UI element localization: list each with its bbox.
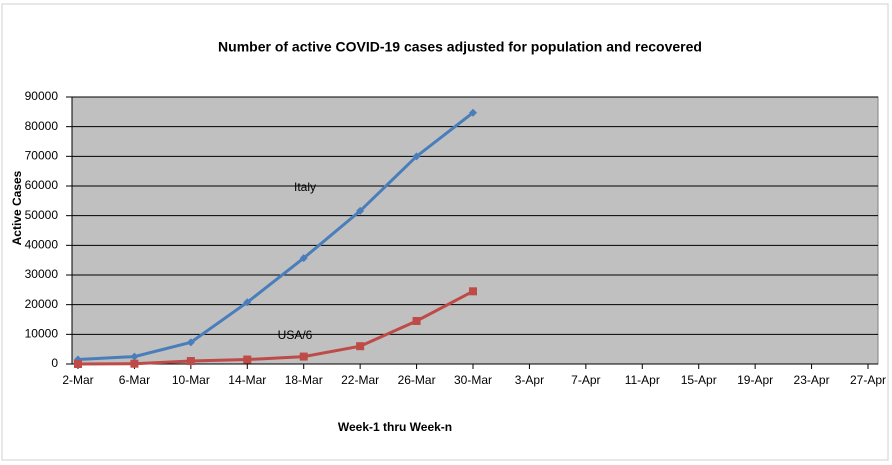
marker [299,352,308,361]
y-tick-label: 80000 [25,119,59,133]
marker [469,287,477,296]
marker [299,254,308,263]
x-tick-label: 19-Apr [737,373,773,387]
x-tick-label: 26-Mar [398,373,436,387]
series-line [77,289,474,366]
marker [186,338,195,347]
y-axis-title: Active Cases [10,170,24,245]
y-tick-label: 60000 [25,178,59,192]
marker [356,342,365,351]
marker [243,298,252,307]
marker [130,359,139,368]
marker [74,360,82,368]
x-tick-label: 11-Apr [625,373,660,387]
x-tick-label: 22-Mar [341,373,379,387]
series-line [77,111,474,362]
x-tick-label: 27-Apr [850,373,886,387]
y-tick-label: 70000 [25,149,59,163]
y-tick-label: 10000 [25,327,59,341]
x-tick-label: 6-Mar [119,373,150,387]
chart-title: Number of active COVID-19 cases adjusted… [218,39,702,55]
x-axis-title: Week-1 thru Week-n [338,420,452,434]
x-tick-label: 15-Apr [681,373,717,387]
y-tick-label: 50000 [25,208,59,222]
marker [130,352,139,361]
y-tick-label: 0 [51,356,58,370]
marker [243,355,252,364]
x-tick-label: 18-Mar [285,373,323,387]
annotation: Italy [294,180,316,194]
marker [469,108,477,117]
y-tick-label: 20000 [25,297,59,311]
x-tick-label: 14-Mar [228,373,266,387]
marker [186,357,195,366]
x-tick-label: 7-Apr [571,373,600,387]
y-tick-label: 30000 [25,267,59,281]
marker [412,316,421,325]
marker [412,152,421,161]
marker [356,206,365,215]
x-tick-label: 3-Apr [515,373,544,387]
y-tick-label: 40000 [25,238,59,252]
x-tick-label: 23-Apr [794,373,830,387]
x-tick-label: 10-Mar [172,373,210,387]
plot-area [71,96,879,365]
annotation: USA/6 [278,328,313,342]
x-tick-label: 30-Mar [454,373,492,387]
y-tick-label: 90000 [25,89,59,103]
x-tick-label: 2-Mar [62,373,93,387]
